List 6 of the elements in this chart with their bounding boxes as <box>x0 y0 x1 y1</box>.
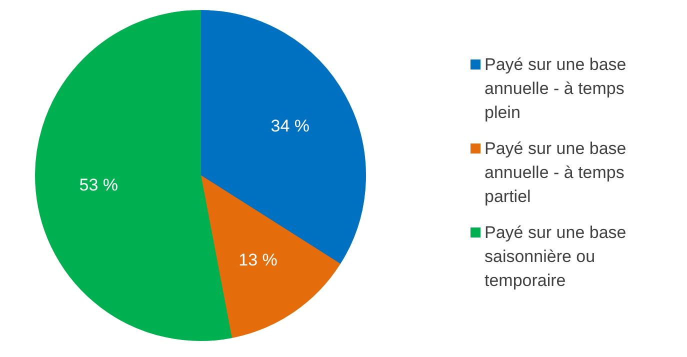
data-label: 34 % <box>270 116 310 136</box>
legend-label: Payé sur une base saisonnière ou temporaire <box>484 223 626 290</box>
legend-label: Payé sur une base annuelle - à temps partiel <box>484 139 626 206</box>
data-label: 53 % <box>79 176 118 195</box>
legend-label: Payé sur une base annuelle - à temps plein <box>484 55 626 122</box>
data-label: 13 % <box>238 250 278 270</box>
